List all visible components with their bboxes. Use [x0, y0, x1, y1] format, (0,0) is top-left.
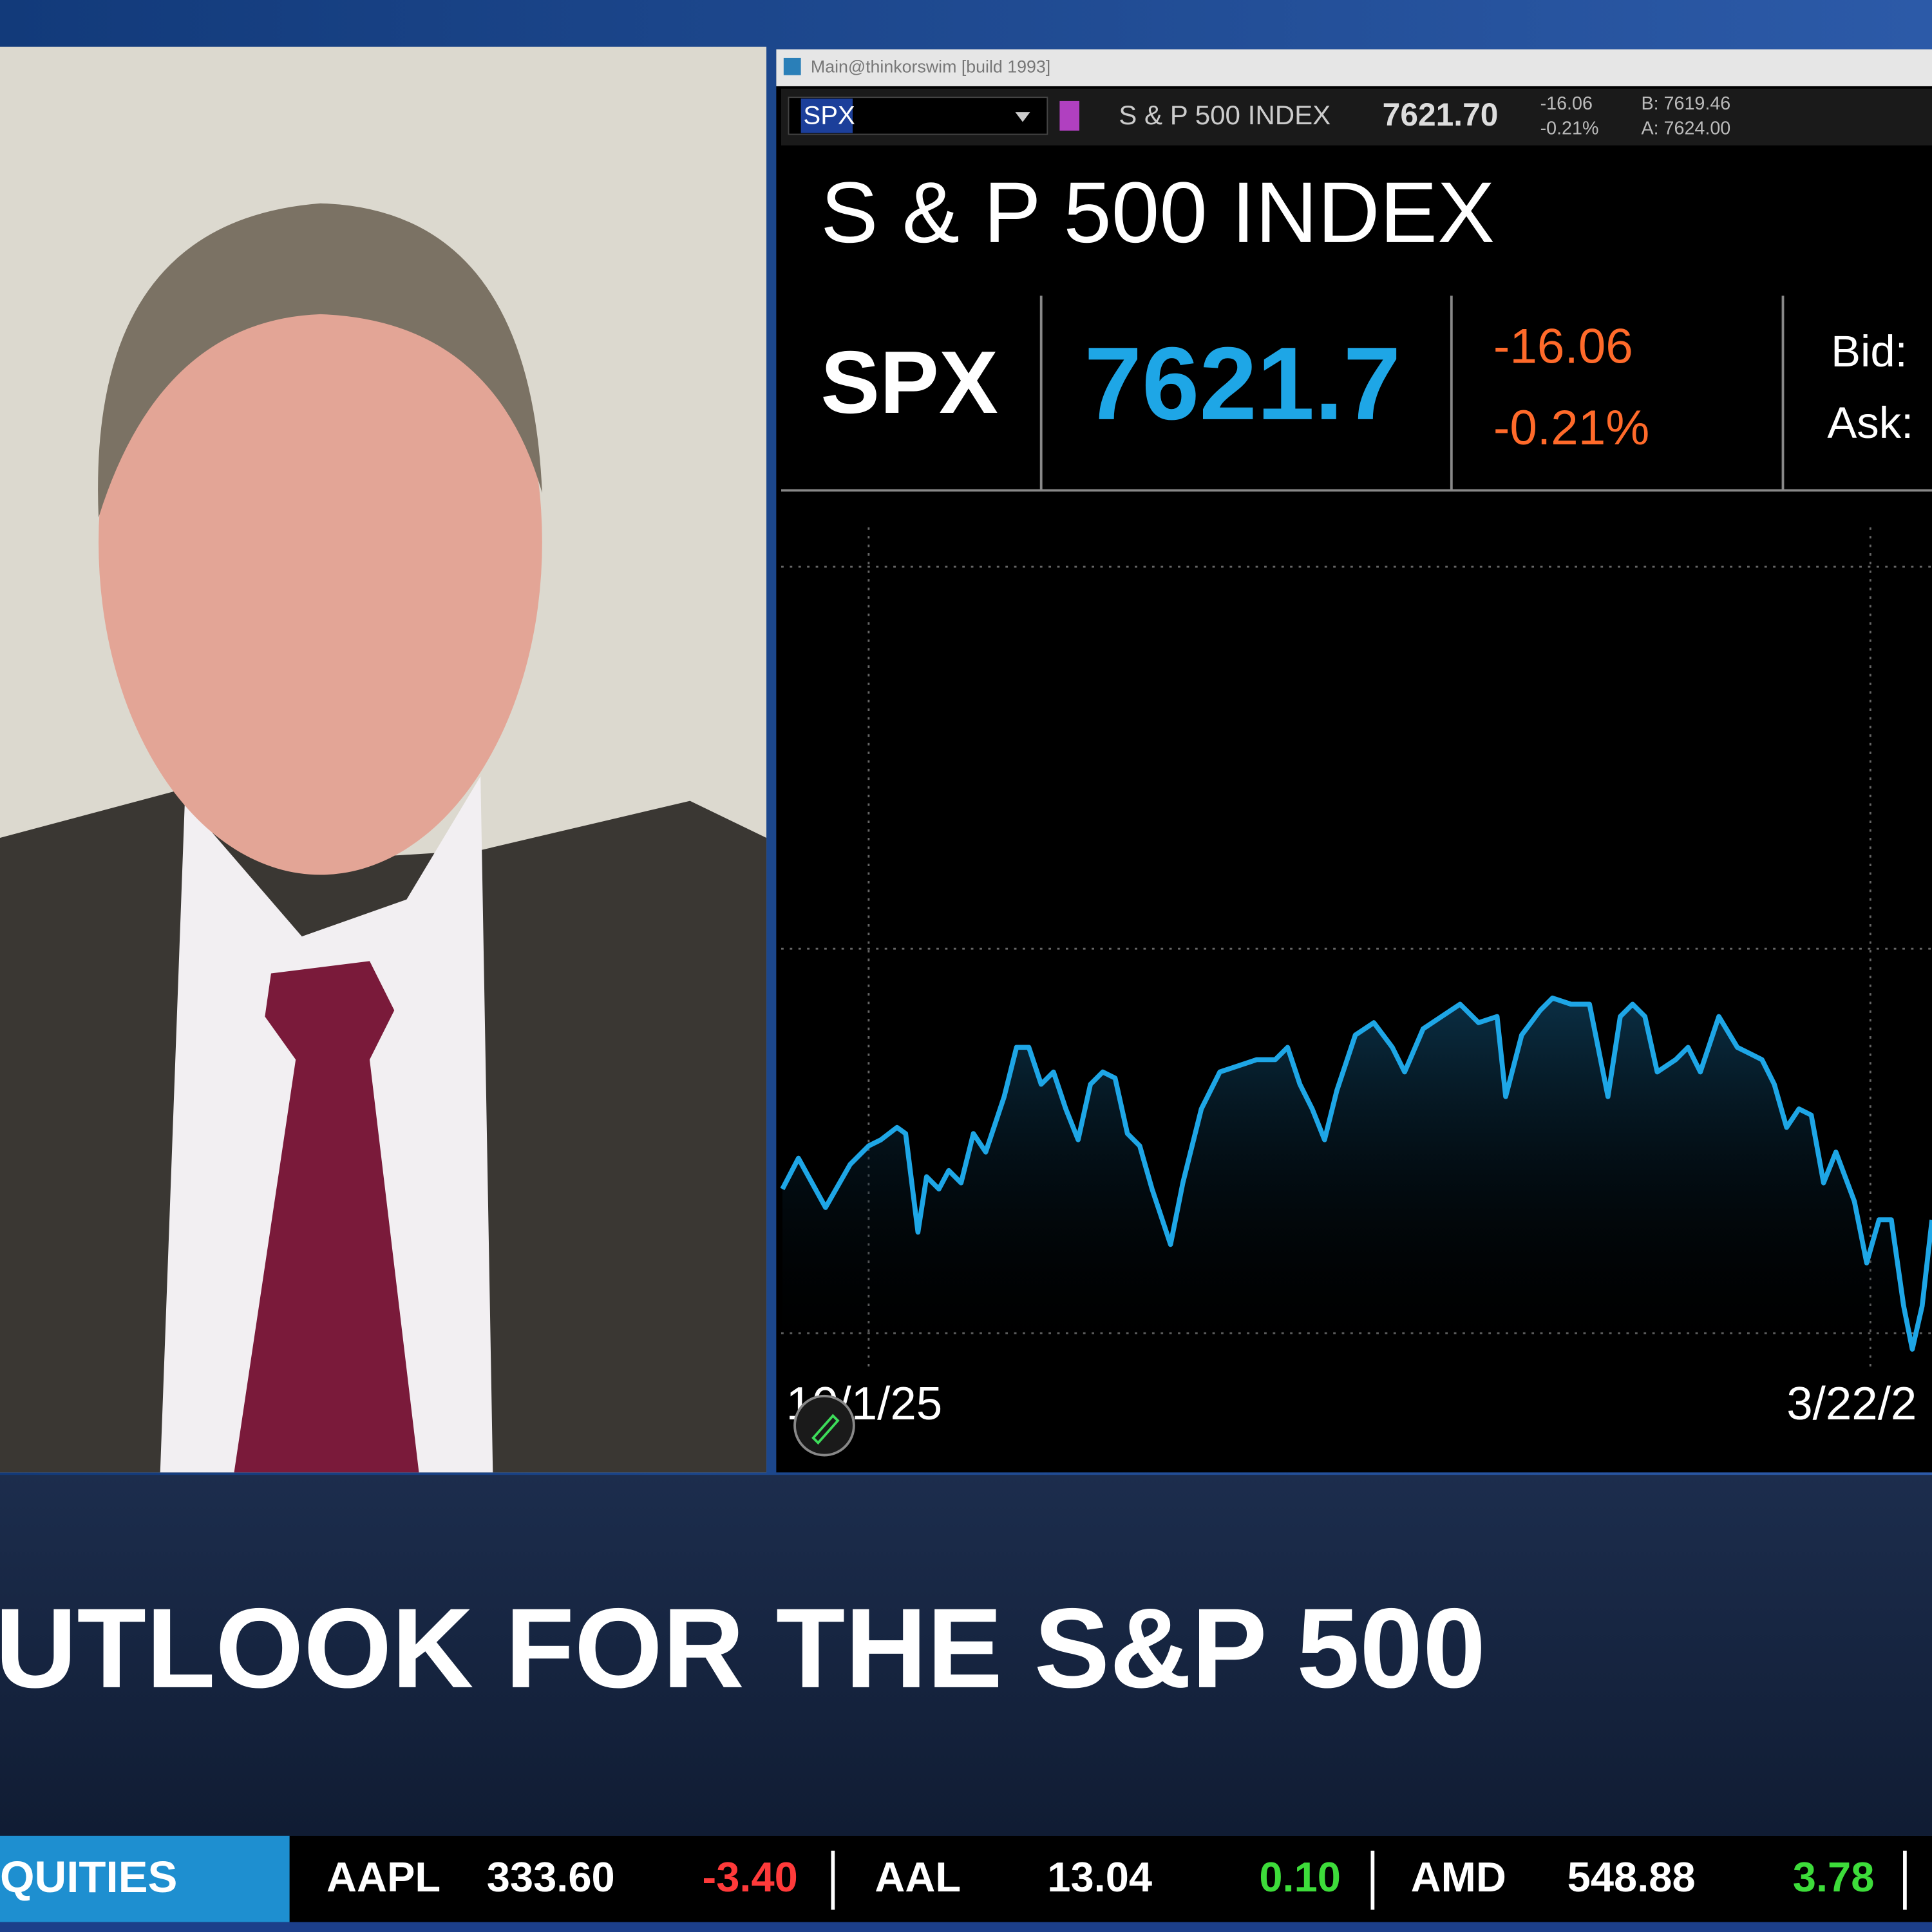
ticker-symbol: AAL [875, 1853, 961, 1900]
ticker-change: 0.10 [1259, 1853, 1341, 1900]
link-badge[interactable] [1059, 100, 1080, 131]
ask-label: Ask: [1827, 398, 1913, 448]
dropdown-arrow[interactable] [1015, 112, 1030, 122]
header-change-pct: -0.21% [1493, 401, 1649, 455]
headline: UTLOOK FOR THE S&P 500 [0, 1586, 1486, 1712]
symbol-highlight [800, 99, 853, 133]
header-last: 7621.7 [1084, 327, 1401, 442]
bottom-stripe [0, 1922, 1932, 1932]
ticker-symbol: AMD [1411, 1853, 1506, 1900]
lower-third [0, 1475, 1932, 1836]
face [99, 209, 542, 875]
ticker-price: 333.60 [487, 1853, 615, 1900]
ticker-symbol: AAPL [327, 1853, 440, 1900]
price-area [782, 998, 1932, 1368]
price-line [780, 995, 1932, 1352]
header-symbol: SPX [820, 333, 998, 432]
ticker-label: QUITIES [0, 1852, 177, 1902]
header-change: -16.06 [1493, 319, 1633, 374]
quote-description: S & P 500 INDEX [1119, 100, 1331, 130]
ticker-price: 13.04 [1047, 1853, 1152, 1900]
x-label: 3/22/2 [1786, 1378, 1917, 1430]
hair [98, 203, 542, 518]
bid-label: Bid: [1831, 327, 1908, 376]
trading-window: Main@thinkorswim [build 1993] SPX S & P … [776, 49, 1932, 1473]
ticker-items: AAPL 333.60 -3.40 AAL 13.04 0.10 AMD 548.88 3.78 [327, 1850, 1907, 1910]
quote-ask: A: 7624.00 [1641, 118, 1730, 138]
quote-last: 7621.70 [1383, 97, 1499, 133]
ticker-price: 548.88 [1567, 1853, 1696, 1900]
pencil-icon [811, 1414, 840, 1445]
ticker-change: 3.78 [1793, 1853, 1875, 1900]
header-name: S & P 500 INDEX [820, 165, 1495, 261]
app-icon [783, 57, 801, 75]
ticker-bar [0, 1835, 1932, 1922]
quote-change: -16.06 [1540, 93, 1593, 114]
window-title: Main@thinkorswim [build 1993] [811, 57, 1050, 76]
symbol-input[interactable]: SPX [803, 100, 855, 129]
quote-change-pct: -0.21% [1540, 118, 1599, 138]
quote-bid: B: 7619.46 [1641, 93, 1730, 114]
presenter-video [0, 46, 767, 1473]
tie [234, 961, 419, 1473]
ticker-label-box [0, 1835, 290, 1922]
ticker-change: -3.40 [703, 1853, 798, 1900]
title-bar [776, 49, 1932, 86]
